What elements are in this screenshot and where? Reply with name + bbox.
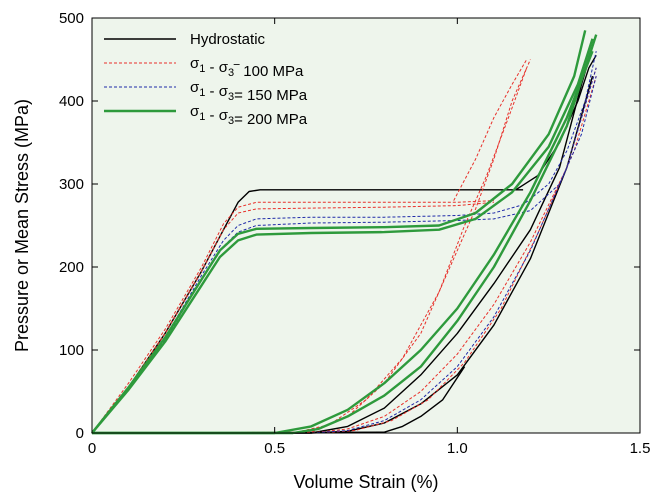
- x-axis-title: Volume Strain (%): [293, 472, 438, 492]
- series-0-curve-4: [91, 366, 466, 434]
- series-1-curve-3: [92, 67, 528, 434]
- y-tick-label: 400: [59, 93, 84, 110]
- series-3-curve-2: [92, 34, 598, 435]
- x-tick-label: 1.0: [447, 440, 468, 457]
- legend-label-0: Hydrostatic: [190, 31, 266, 48]
- legend-label-3: σ1 - σ3= 200 MPa: [190, 103, 308, 128]
- series-3-curve-1: [91, 38, 594, 434]
- series-1-curve-4: [453, 59, 528, 201]
- x-tick-label: 1.5: [630, 440, 651, 457]
- series-1-curve-0: [91, 200, 494, 434]
- plot-background: [92, 18, 640, 433]
- series-layer: [91, 30, 640, 435]
- y-tick-label: 100: [59, 342, 84, 359]
- y-tick-label: 0: [76, 425, 84, 442]
- series-0-curve-1: [92, 59, 590, 434]
- legend-label-2: σ1 - σ3= 150 MPa: [190, 79, 308, 104]
- x-tick-label: 0: [88, 440, 96, 457]
- y-axis-title: Pressure or Mean Stress (MPa): [12, 99, 32, 352]
- series-1-curve-2: [91, 59, 531, 434]
- series-3-curve-3: [92, 50, 594, 435]
- y-tick-label: 200: [59, 259, 84, 276]
- axes-layer: 0 0.5 1.0 1.5 0 100 200 300 400 500: [59, 10, 650, 457]
- series-1-curve-5: [92, 67, 597, 434]
- series-3-curve-0: [91, 30, 587, 434]
- series-2-curve-2: [92, 67, 597, 434]
- plot-frame: [91, 17, 641, 434]
- legend-label-1: σ1 - σ3‾ 100 MPa: [190, 55, 304, 80]
- series-1-curve-1: [91, 201, 494, 434]
- x-tick-label: 0.5: [264, 440, 285, 457]
- y-tick-label: 300: [59, 176, 84, 193]
- y-tick-label: 500: [59, 10, 84, 27]
